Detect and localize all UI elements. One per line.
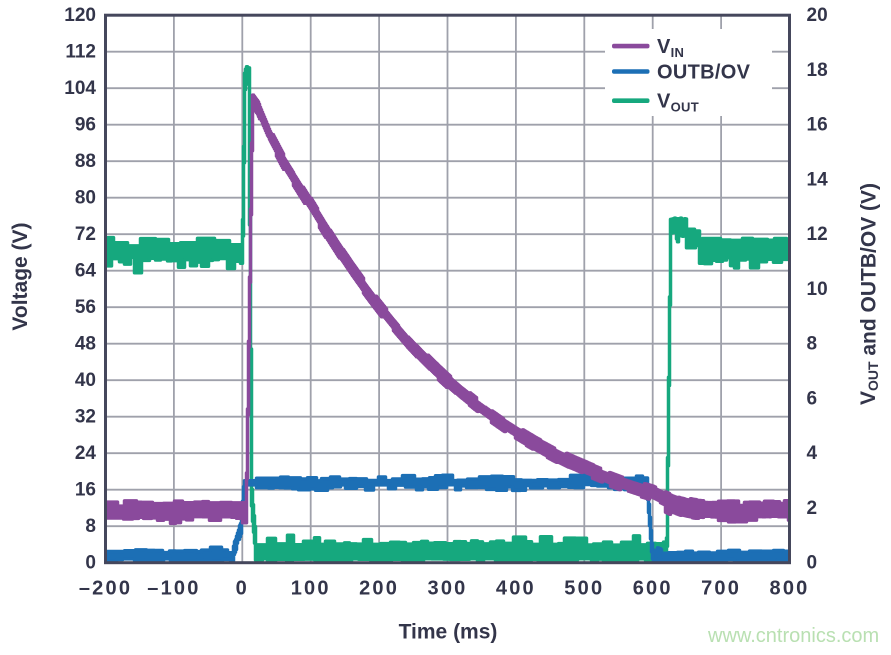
svg-text:www.cntronics.com: www.cntronics.com: [707, 625, 879, 647]
svg-text:6: 6: [807, 389, 818, 410]
svg-text:500: 500: [564, 578, 604, 600]
svg-text:16: 16: [807, 115, 828, 136]
svg-text:–100: –100: [147, 578, 200, 600]
svg-text:48: 48: [75, 334, 96, 355]
svg-text:56: 56: [75, 297, 96, 318]
svg-text:300: 300: [428, 578, 468, 600]
svg-text:96: 96: [75, 115, 96, 136]
svg-text:8: 8: [85, 516, 96, 537]
svg-text:10: 10: [807, 279, 828, 300]
svg-text:80: 80: [75, 188, 96, 209]
svg-text:20: 20: [807, 5, 828, 26]
svg-text:40: 40: [75, 370, 96, 391]
svg-text:200: 200: [359, 578, 399, 600]
svg-text:0: 0: [85, 553, 96, 574]
svg-text:800: 800: [770, 578, 810, 600]
svg-text:12: 12: [807, 224, 828, 245]
svg-text:14: 14: [807, 170, 829, 191]
svg-text:24: 24: [75, 443, 97, 464]
svg-text:OUTB/OV: OUTB/OV: [657, 62, 751, 84]
svg-text:8: 8: [807, 334, 818, 355]
svg-text:18: 18: [807, 60, 828, 81]
svg-text:64: 64: [75, 261, 97, 282]
svg-text:16: 16: [75, 480, 96, 501]
svg-text:104: 104: [64, 78, 96, 99]
svg-text:Voltage (V): Voltage (V): [9, 222, 32, 330]
svg-text:Time (ms): Time (ms): [399, 621, 498, 644]
svg-text:120: 120: [64, 5, 96, 26]
svg-text:400: 400: [496, 578, 536, 600]
svg-text:32: 32: [75, 407, 96, 428]
svg-text:600: 600: [633, 578, 673, 600]
svg-text:0: 0: [807, 553, 818, 574]
svg-text:4: 4: [807, 443, 818, 464]
svg-text:VOUT and OUTB/OV (V): VOUT and OUTB/OV (V): [857, 183, 881, 405]
svg-text:72: 72: [75, 224, 96, 245]
svg-text:–200: –200: [79, 578, 132, 600]
svg-text:2: 2: [807, 498, 818, 519]
svg-text:0: 0: [236, 578, 249, 600]
svg-text:100: 100: [291, 578, 331, 600]
svg-text:88: 88: [75, 151, 96, 172]
svg-text:112: 112: [65, 42, 96, 63]
svg-text:700: 700: [701, 578, 741, 600]
